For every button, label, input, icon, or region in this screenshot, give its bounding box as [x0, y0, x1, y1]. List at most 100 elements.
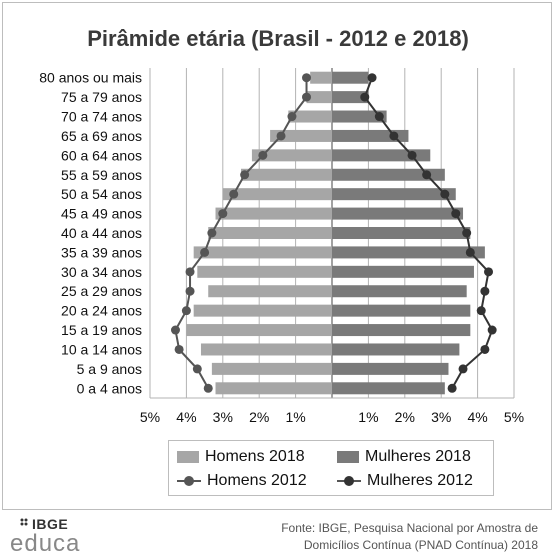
bar-homens-2018 — [186, 324, 332, 337]
legend-swatch-homens-2018 — [177, 451, 199, 463]
point-homens-2012 — [185, 267, 195, 277]
y-tick-label: 70 a 74 anos — [61, 109, 142, 125]
bar-mulheres-2018 — [332, 227, 471, 239]
point-homens-2012 — [287, 112, 297, 122]
bar-mulheres-2018 — [332, 324, 471, 337]
bar-mulheres-2018 — [332, 91, 369, 104]
bar-homens-2018 — [310, 71, 332, 84]
legend-label-mulheres-2018: Mulheres 2018 — [365, 448, 471, 465]
point-homens-2012 — [181, 306, 191, 316]
legend-item-homens-2018: Homens 2018 — [177, 445, 305, 469]
bar-mulheres-2018 — [332, 110, 387, 123]
x-tick-labels: 5% 4% 3% 2% 1% 1% 2% 3% 4% 5% — [140, 409, 524, 425]
point-homens-2012 — [207, 228, 217, 238]
lines-2012 — [170, 73, 497, 393]
source-line-2: Domicílios Contínua (PNAD Contínua) 2018 — [303, 538, 538, 552]
legend-item-mulheres-2012: Mulheres 2012 — [337, 469, 473, 493]
x-tick-label: 3% — [213, 409, 233, 425]
y-tick-label: 0 a 4 anos — [77, 380, 142, 396]
bar-homens-2018 — [288, 110, 332, 123]
legend-label-mulheres-2012: Mulheres 2012 — [367, 472, 473, 489]
point-mulheres-2012 — [462, 228, 472, 238]
legend-marker-homens-2012 — [177, 475, 201, 487]
y-tick-label: 10 a 14 anos — [61, 341, 142, 357]
bar-homens-2018 — [208, 227, 332, 239]
bar-mulheres-2018 — [332, 188, 456, 201]
bar-mulheres-2018 — [332, 343, 460, 356]
x-tick-label: 2% — [395, 409, 415, 425]
point-homens-2012 — [302, 73, 312, 83]
point-homens-2012 — [276, 131, 286, 141]
bar-mulheres-2018 — [332, 207, 464, 220]
point-homens-2012 — [192, 364, 202, 374]
y-tick-label: 25 a 29 anos — [61, 283, 142, 299]
logo-sub: educa — [10, 530, 81, 557]
point-mulheres-2012 — [480, 344, 490, 354]
point-mulheres-2012 — [374, 112, 384, 122]
y-tick-label: 55 a 59 anos — [61, 167, 142, 183]
point-homens-2012 — [240, 170, 250, 180]
logo-dots-icon — [20, 518, 28, 526]
point-mulheres-2012 — [476, 306, 486, 316]
legend-marker-mulheres-2012 — [337, 475, 361, 487]
bar-homens-2018 — [251, 149, 332, 162]
y-tick-label: 15 a 19 anos — [61, 322, 142, 338]
legend-swatch-mulheres-2018 — [337, 451, 359, 463]
x-tick-label: 2% — [249, 409, 269, 425]
bar-mulheres-2018 — [332, 304, 471, 317]
x-tick-label: 3% — [431, 409, 451, 425]
point-mulheres-2012 — [465, 247, 475, 257]
point-mulheres-2012 — [389, 131, 399, 141]
point-mulheres-2012 — [447, 383, 457, 393]
y-tick-label: 80 anos ou mais — [39, 70, 142, 86]
logo-brand: IBGE — [32, 516, 69, 532]
source-line-1: Fonte: IBGE, Pesquisa Nacional por Amost… — [281, 521, 538, 535]
point-mulheres-2012 — [407, 150, 417, 160]
bar-mulheres-2018 — [332, 246, 485, 259]
bar-homens-2018 — [222, 188, 332, 201]
bar-mulheres-2018 — [332, 382, 445, 395]
bar-homens-2018 — [306, 91, 332, 104]
bar-homens-2018 — [241, 168, 332, 181]
legend-label-homens-2018: Homens 2018 — [205, 448, 305, 465]
bar-homens-2018 — [215, 207, 332, 220]
bar-homens-2018 — [200, 343, 332, 356]
x-tick-label: 4% — [176, 409, 196, 425]
point-homens-2012 — [302, 92, 312, 102]
point-mulheres-2012 — [367, 73, 377, 83]
bar-mulheres-2018 — [332, 71, 369, 84]
point-mulheres-2012 — [451, 209, 461, 219]
bar-homens-2018 — [193, 246, 332, 259]
bar-homens-2018 — [270, 129, 332, 142]
bar-homens-2018 — [208, 285, 332, 298]
bar-mulheres-2018 — [332, 168, 445, 181]
legend-item-mulheres-2018: Mulheres 2018 — [337, 445, 471, 469]
y-tick-label: 5 a 9 anos — [77, 361, 142, 377]
point-homens-2012 — [258, 150, 268, 160]
y-tick-label: 65 a 69 anos — [61, 128, 142, 144]
legend: Homens 2018 Mulheres 2018 Homens 2012 Mu… — [168, 440, 494, 496]
y-tick-label: 45 a 49 anos — [61, 206, 142, 222]
point-mulheres-2012 — [440, 189, 450, 199]
x-tick-label: 4% — [467, 409, 487, 425]
y-tick-label: 75 a 79 anos — [61, 89, 142, 105]
y-tick-label: 20 a 24 anos — [61, 303, 142, 319]
y-tick-label: 40 a 44 anos — [61, 225, 142, 241]
bar-homens-2018 — [193, 304, 332, 317]
x-tick-label: 1% — [285, 409, 305, 425]
y-tick-label: 60 a 64 anos — [61, 147, 142, 163]
point-homens-2012 — [200, 247, 210, 257]
x-tick-label: 5% — [504, 409, 524, 425]
bar-homens-2018 — [197, 265, 332, 278]
point-homens-2012 — [218, 209, 228, 219]
bars — [186, 71, 485, 395]
point-homens-2012 — [170, 325, 180, 335]
point-mulheres-2012 — [484, 267, 494, 277]
point-mulheres-2012 — [480, 286, 490, 296]
legend-label-homens-2012: Homens 2012 — [207, 472, 307, 489]
point-homens-2012 — [229, 189, 239, 199]
point-homens-2012 — [203, 383, 213, 393]
point-homens-2012 — [185, 286, 195, 296]
x-tick-label: 1% — [358, 409, 378, 425]
ibge-educa-logo: IBGE educa — [10, 516, 100, 560]
